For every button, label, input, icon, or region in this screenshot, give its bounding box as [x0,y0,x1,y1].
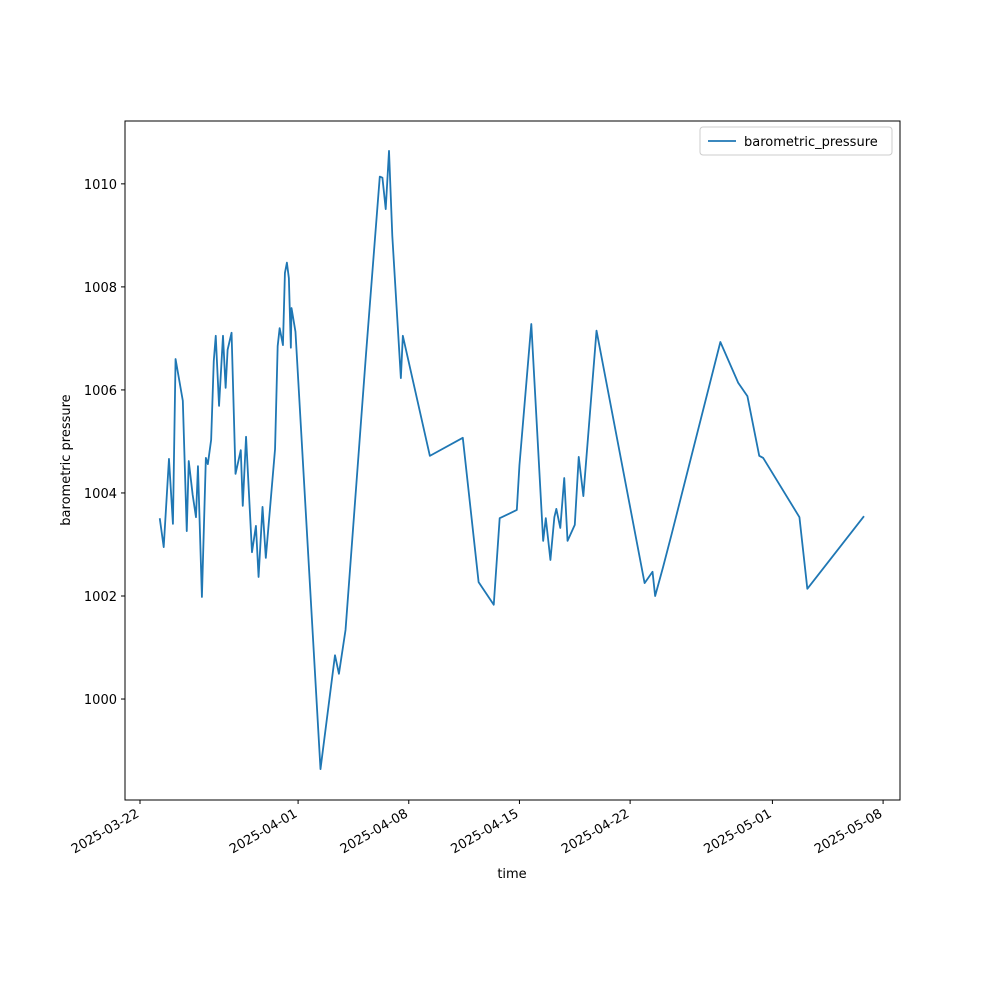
x-tick-label: 2025-04-22 [559,806,632,857]
x-tick-label: 2025-05-08 [812,806,885,857]
y-tick-label: 1002 [84,590,117,605]
y-tick-label: 1010 [84,178,117,193]
legend-label: barometric_pressure [744,135,878,150]
x-tick-label: 2025-05-01 [701,806,774,857]
data-line [158,149,865,770]
y-tick-label: 1004 [84,487,117,502]
x-tick-label: 2025-04-15 [449,806,522,857]
x-tick-label: 2025-04-08 [338,806,411,857]
x-tick-label: 2025-04-01 [227,806,300,857]
y-tick-label: 1008 [84,281,117,296]
x-tick-label: 2025-03-22 [69,806,142,857]
y-tick-label: 1000 [84,693,117,708]
legend-box [699,126,893,156]
y-axis-label: barometric pressure [59,394,74,525]
x-axis-label: time [497,867,526,882]
y-tick-label: 1006 [84,384,117,399]
plot-frame [124,120,901,801]
